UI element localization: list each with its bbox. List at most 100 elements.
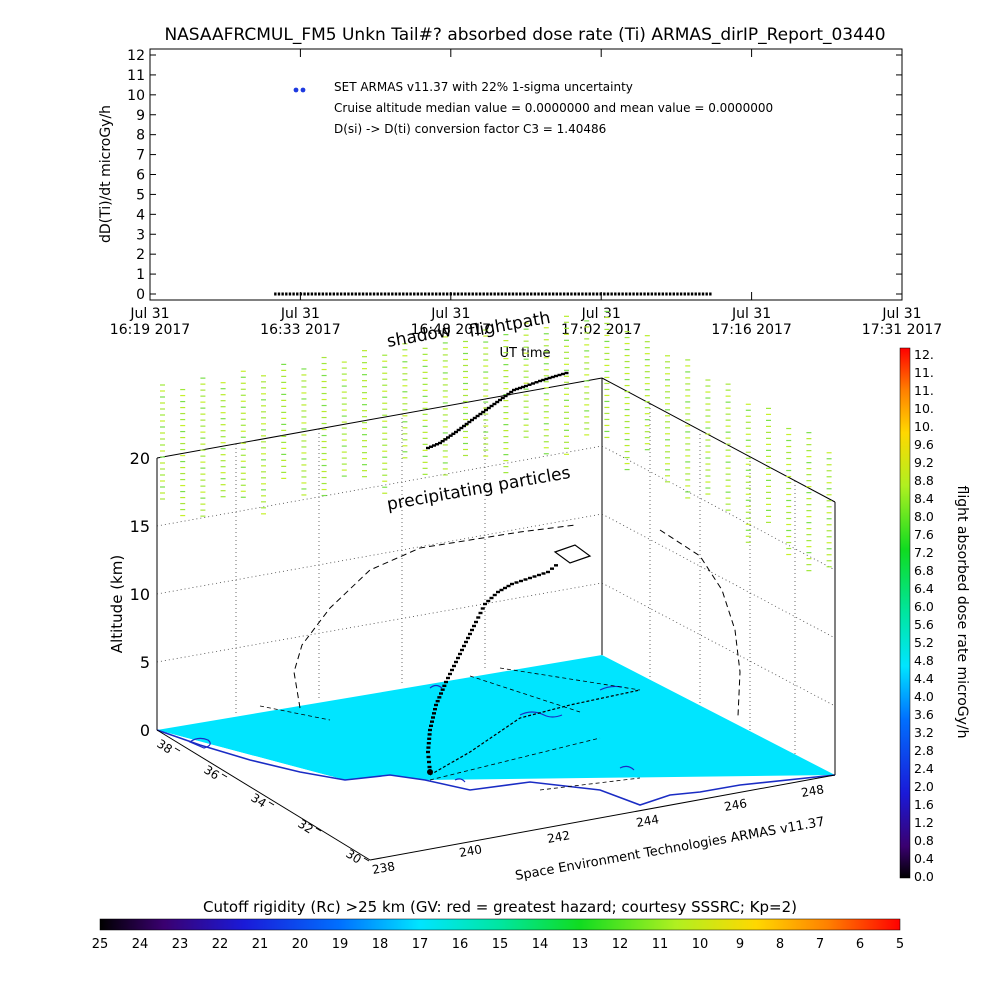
- annotation-conversion: D(si) -> D(ti) conversion factor C3 = 1.…: [334, 122, 606, 136]
- cutoff-tick-label: 23: [172, 937, 189, 952]
- dose-tick-label: 5.6: [914, 617, 934, 632]
- data-point: [383, 292, 387, 296]
- cutoff-colorbar: Cutoff rigidity (Rc) >25 km (GV: red = g…: [92, 898, 904, 952]
- y-tick-label: 8: [136, 128, 145, 144]
- flight-point: [480, 607, 485, 610]
- flight-point: [435, 443, 439, 446]
- dose-colorbar-label: flight absorbed dose rate microGy/h: [954, 486, 970, 739]
- y-tick-label: 0: [136, 287, 145, 303]
- flight-point: [561, 372, 565, 376]
- data-point: [705, 292, 708, 296]
- dose-tick-label: 4.8: [914, 653, 934, 668]
- flight-point: [483, 602, 487, 606]
- data-point: [504, 292, 507, 296]
- dose-tick-label: 3.6: [914, 707, 934, 722]
- flight-point: [434, 703, 438, 707]
- dose-tick-label: 6.8: [914, 563, 934, 578]
- flight-point: [514, 581, 519, 584]
- flight-point: [495, 400, 500, 404]
- data-point: [668, 292, 672, 296]
- z-axis-label: Altitude (km): [108, 555, 126, 653]
- flight-point: [426, 742, 431, 745]
- flight-point: [472, 624, 476, 628]
- flight-point: [481, 410, 486, 414]
- dose-colorbar-gradient: [899, 347, 911, 879]
- flight-point: [456, 656, 460, 660]
- lon-tick-label: 240: [458, 842, 483, 860]
- flight-point: [426, 750, 430, 754]
- data-point: [314, 292, 317, 296]
- cutoff-tick-label: 16: [452, 937, 469, 952]
- flight-point: [429, 724, 433, 728]
- data-point: [387, 292, 390, 296]
- data-point: [361, 292, 365, 296]
- x-tick-label: 17:16 2017: [711, 322, 791, 338]
- flight-point: [450, 668, 454, 672]
- data-point: [497, 292, 500, 296]
- flight-point: [532, 575, 537, 578]
- y-tick-label: 3: [136, 227, 145, 243]
- flight-3d-panel: precipitating particles shadow: [108, 308, 836, 884]
- data-point: [508, 292, 511, 296]
- flight-point: [521, 385, 525, 389]
- data-point: [654, 292, 657, 296]
- y-tick-label: 6: [136, 168, 145, 184]
- data-point: [709, 292, 712, 296]
- flight-point: [492, 402, 497, 406]
- data-point: [551, 292, 555, 296]
- data-point: [632, 292, 635, 296]
- data-point: [584, 292, 588, 296]
- x-tick-label: Jul 31: [581, 306, 621, 322]
- data-point: [310, 292, 314, 296]
- flight-point: [527, 383, 532, 386]
- data-point: [526, 292, 529, 296]
- x-tick-label: 16:19 2017: [110, 322, 190, 338]
- flight-point: [499, 588, 504, 592]
- flight-point: [496, 590, 500, 594]
- data-point: [493, 292, 496, 296]
- cutoff-tick-label: 22: [212, 937, 229, 952]
- flight-point: [439, 692, 443, 695]
- flight-point: [510, 582, 514, 586]
- cutoff-tick-label: 14: [532, 937, 549, 952]
- data-point: [519, 292, 522, 296]
- flight-point: [440, 439, 445, 443]
- flight-shadow: [293, 524, 576, 709]
- flight-point: [428, 728, 432, 732]
- y-tick-label: 2: [136, 247, 145, 263]
- flight-point: [554, 564, 558, 567]
- data-point: [336, 292, 339, 296]
- flight-point: [440, 688, 445, 691]
- flight-point: [448, 672, 452, 676]
- data-point: [475, 292, 478, 296]
- flight-point: [443, 438, 448, 441]
- data-point: [643, 292, 646, 296]
- data-point: [274, 292, 277, 296]
- data-point: [285, 292, 288, 296]
- data-point: [424, 292, 427, 296]
- flight-point: [470, 628, 474, 632]
- data-point: [464, 292, 467, 296]
- flight-point: [538, 379, 542, 383]
- data-point: [296, 292, 299, 296]
- flight-point: [466, 636, 470, 640]
- box-front-edge: [156, 729, 371, 861]
- data-point: [427, 292, 431, 296]
- cutoff-tick-label: 20: [292, 937, 309, 952]
- dose-tick-label: 0.0: [914, 869, 934, 884]
- data-point: [376, 292, 379, 296]
- cutoff-tick-label: 25: [92, 937, 109, 952]
- data-point: [690, 292, 694, 296]
- data-point: [321, 292, 325, 296]
- dose-tick-label: 8.0: [914, 509, 934, 524]
- dose-tick-label: 8.8: [914, 473, 934, 488]
- dose-tick-label: 0.8: [914, 833, 934, 848]
- coastline: [156, 729, 836, 806]
- data-point: [391, 292, 394, 296]
- dose-tick-label: 12.: [914, 347, 934, 362]
- data-point: [511, 292, 515, 296]
- z-axis: 0 5 10 15 20: [130, 449, 150, 740]
- data-points: [274, 292, 712, 296]
- annotation-median: Cruise altitude median value = 0.0000000…: [334, 101, 773, 115]
